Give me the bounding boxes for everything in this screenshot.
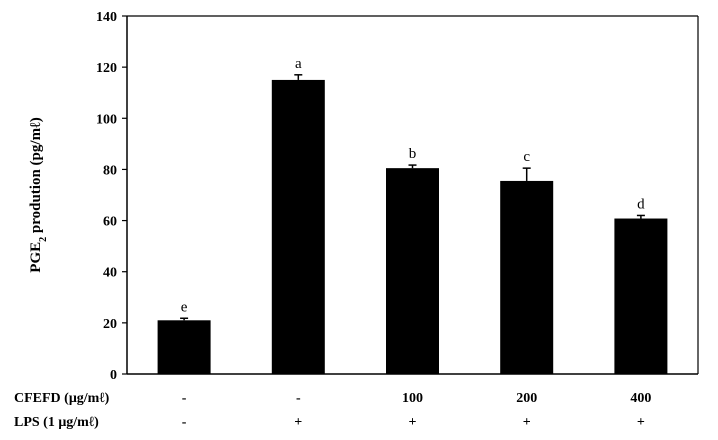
treatment-cell: - xyxy=(182,415,187,430)
bar xyxy=(157,320,211,374)
y-tick-label: 40 xyxy=(103,266,117,281)
y-axis-label-part: ) xyxy=(28,117,44,122)
y-tick-label: 60 xyxy=(103,215,117,230)
y-tick-label: 80 xyxy=(103,163,117,178)
treatment-cell: - xyxy=(182,391,187,406)
treatment-cell: + xyxy=(637,415,645,430)
bar xyxy=(614,218,668,374)
significance-letter: d xyxy=(637,196,645,212)
treatment-cell: 400 xyxy=(630,391,651,406)
treatment-cell: 100 xyxy=(402,391,423,406)
treatment-cell: + xyxy=(294,415,302,430)
treatment-cell: 200 xyxy=(516,391,537,406)
bars xyxy=(157,79,668,374)
bar xyxy=(271,79,325,374)
significance-letter: e xyxy=(181,299,188,315)
significance-letter: b xyxy=(409,146,417,162)
y-axis-label-part: PGE xyxy=(28,242,44,273)
significance-letter: c xyxy=(523,149,530,165)
treatment-cell: + xyxy=(523,415,531,430)
y-tick-label: 20 xyxy=(103,317,117,332)
y-tick-label: 120 xyxy=(96,61,117,76)
treatment-cell: - xyxy=(296,391,301,406)
y-ticks: 0 20 40 60 80 100 120 140 xyxy=(96,10,127,383)
y-axis-label-part: prodution (pg/ xyxy=(28,140,44,237)
bar xyxy=(386,168,439,374)
treatment-row-label: CFEFD (μg/mℓ) xyxy=(14,391,110,406)
y-tick-label: 140 xyxy=(96,10,117,25)
significance-letter: a xyxy=(295,56,302,72)
treatment-cell: + xyxy=(409,415,417,430)
treatment-table: CFEFD (μg/mℓ) - - 100 200 400 LPS (1 μg/mℓ) - + +… xyxy=(14,391,651,430)
error-bars xyxy=(180,74,645,321)
y-tick-label: 0 xyxy=(110,368,117,383)
axes xyxy=(126,15,699,375)
y-axis-label-part: mℓ xyxy=(28,122,44,140)
significance-labels: e a b c d xyxy=(181,56,645,315)
bar xyxy=(500,180,554,374)
y-tick-label: 100 xyxy=(96,112,117,127)
treatment-row-label: LPS (1 μg/mℓ) xyxy=(14,415,99,430)
y-axis-label-part: 2 xyxy=(38,237,49,242)
y-axis-label: PGE2 prodution (pg/mℓ) xyxy=(28,117,49,272)
